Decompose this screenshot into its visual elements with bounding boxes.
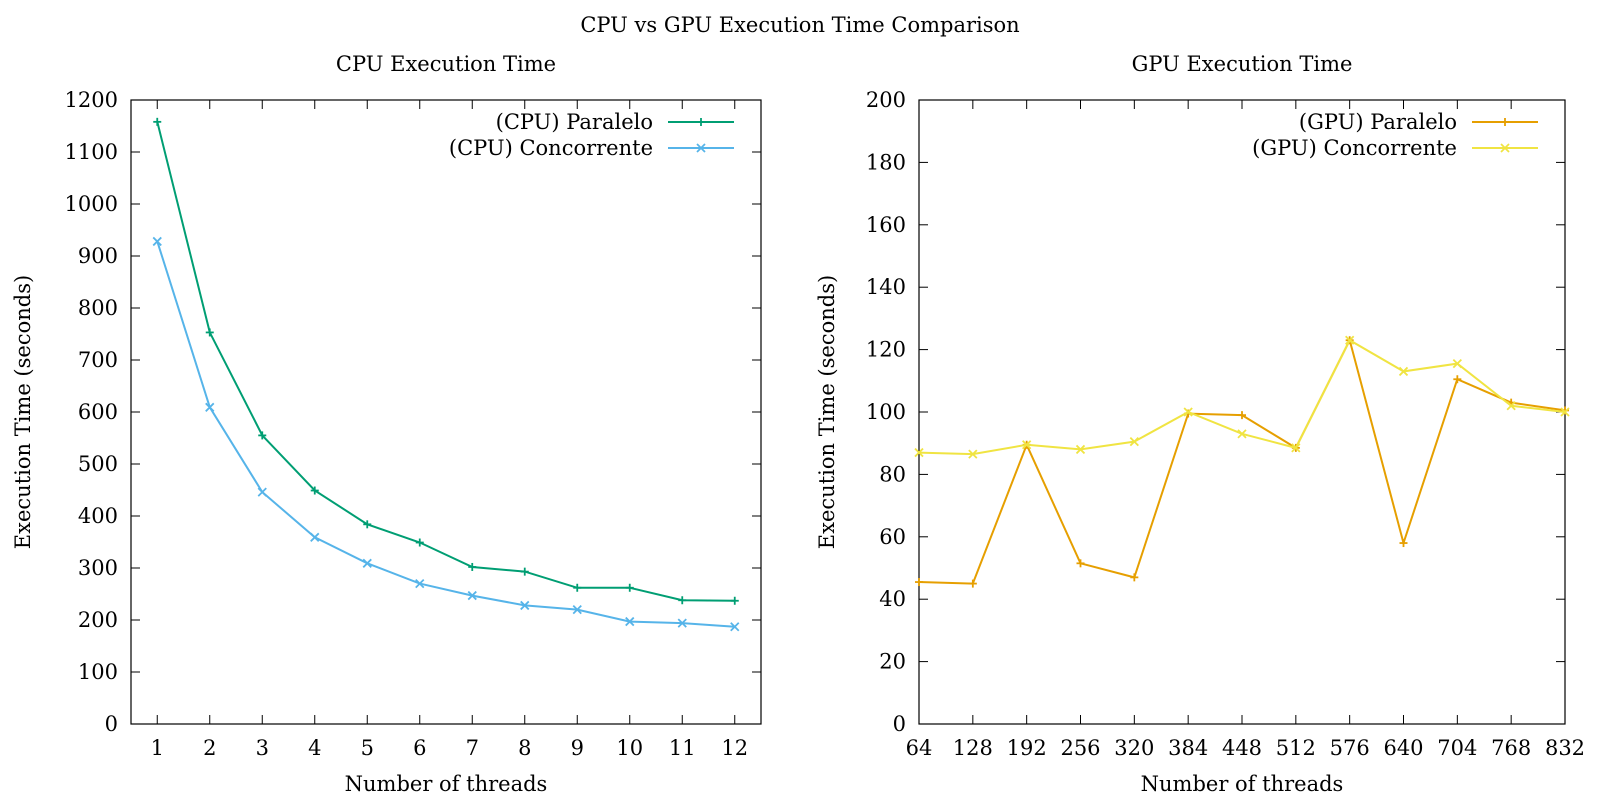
cpu-ytick-label: 200 — [78, 608, 118, 632]
cpu-xtick-label: 5 — [361, 736, 374, 760]
gpu-panel: GPU Execution Time 0 20 40 60 80 100 120 140 160 1… — [815, 52, 1585, 796]
gpu-ytick-label: 80 — [879, 462, 906, 486]
cpu-xtick-label: 3 — [256, 736, 269, 760]
gpu-series-concorrente-legend-label: (GPU) Concorrente — [1252, 136, 1457, 160]
cpu-xtick-label: 9 — [571, 736, 584, 760]
cpu-xtick-label: 11 — [669, 736, 696, 760]
cpu-xtick-label: 12 — [721, 736, 748, 760]
cpu-xtick-label: 10 — [616, 736, 643, 760]
gpu-xtick-label: 640 — [1383, 736, 1423, 760]
gpu-xtick-label: 384 — [1168, 736, 1208, 760]
gpu-xtick-label: 704 — [1437, 736, 1477, 760]
cpu-ytick-label: 900 — [78, 244, 118, 268]
gpu-xtick-label: 768 — [1491, 736, 1531, 760]
gpu-x-axis-label: Number of threads — [1141, 772, 1344, 796]
gpu-ytick-label: 140 — [866, 275, 906, 299]
gpu-ytick-label: 40 — [879, 587, 906, 611]
cpu-ytick-label: 1200 — [65, 88, 118, 112]
gpu-xtick-label: 512 — [1276, 736, 1316, 760]
cpu-ytick-label: 1000 — [65, 192, 118, 216]
cpu-ytick-label: 500 — [78, 452, 118, 476]
cpu-xtick-label: 2 — [203, 736, 216, 760]
gpu-series-paralelo-line — [919, 340, 1565, 583]
cpu-series-paralelo-legend-label: (CPU) Paralelo — [496, 110, 653, 134]
cpu-xtick-label: 4 — [308, 736, 321, 760]
gpu-xtick-label: 576 — [1330, 736, 1370, 760]
cpu-series-concorrente-line — [157, 241, 735, 626]
cpu-xtick-label: 1 — [151, 736, 164, 760]
cpu-panel: CPU Execution Time 0 100 200 300 400 500 600 700… — [11, 52, 761, 796]
gpu-title: GPU Execution Time — [1132, 52, 1353, 76]
cpu-xtick-label: 8 — [518, 736, 531, 760]
cpu-ytick-label: 1100 — [65, 140, 118, 164]
cpu-ytick-label: 100 — [78, 660, 118, 684]
gpu-ytick-label: 160 — [866, 213, 906, 237]
gpu-xtick-label: 256 — [1060, 736, 1100, 760]
cpu-ytick-label: 600 — [78, 400, 118, 424]
gpu-ytick-label: 180 — [866, 150, 906, 174]
gpu-ytick-label: 60 — [879, 525, 906, 549]
cpu-plot-frame — [131, 100, 761, 724]
cpu-xtick-label: 6 — [413, 736, 426, 760]
cpu-y-axis-label: Execution Time (seconds) — [11, 275, 35, 549]
gpu-xtick-label: 832 — [1545, 736, 1585, 760]
gpu-ytick-label: 0 — [893, 712, 906, 736]
gpu-xtick-label: 192 — [1007, 736, 1047, 760]
figure-title: CPU vs GPU Execution Time Comparison — [580, 13, 1019, 37]
cpu-xtick-label: 7 — [466, 736, 479, 760]
gpu-xtick-label: 128 — [953, 736, 993, 760]
gpu-ytick-label: 100 — [866, 400, 906, 424]
cpu-ytick-label: 700 — [78, 348, 118, 372]
gpu-xtick-label: 64 — [906, 736, 933, 760]
gpu-xtick-label: 448 — [1222, 736, 1262, 760]
cpu-x-axis-label: Number of threads — [345, 772, 548, 796]
gpu-ytick-label: 120 — [866, 338, 906, 362]
cpu-ytick-label: 800 — [78, 296, 118, 320]
cpu-ytick-label: 400 — [78, 504, 118, 528]
gpu-series-paralelo-legend-label: (GPU) Paralelo — [1299, 110, 1457, 134]
cpu-ytick-label: 0 — [105, 712, 118, 736]
gpu-ytick-label: 200 — [866, 88, 906, 112]
gpu-ytick-label: 20 — [879, 650, 906, 674]
cpu-series-concorrente-legend-label: (CPU) Concorrente — [449, 136, 653, 160]
gpu-xtick-label: 320 — [1114, 736, 1154, 760]
gpu-y-axis-label: Execution Time (seconds) — [815, 275, 839, 549]
cpu-ytick-label: 300 — [78, 556, 118, 580]
gpu-series-concorrente-line — [919, 340, 1565, 454]
cpu-series-paralelo-line — [157, 122, 735, 601]
cpu-title: CPU Execution Time — [336, 52, 556, 76]
